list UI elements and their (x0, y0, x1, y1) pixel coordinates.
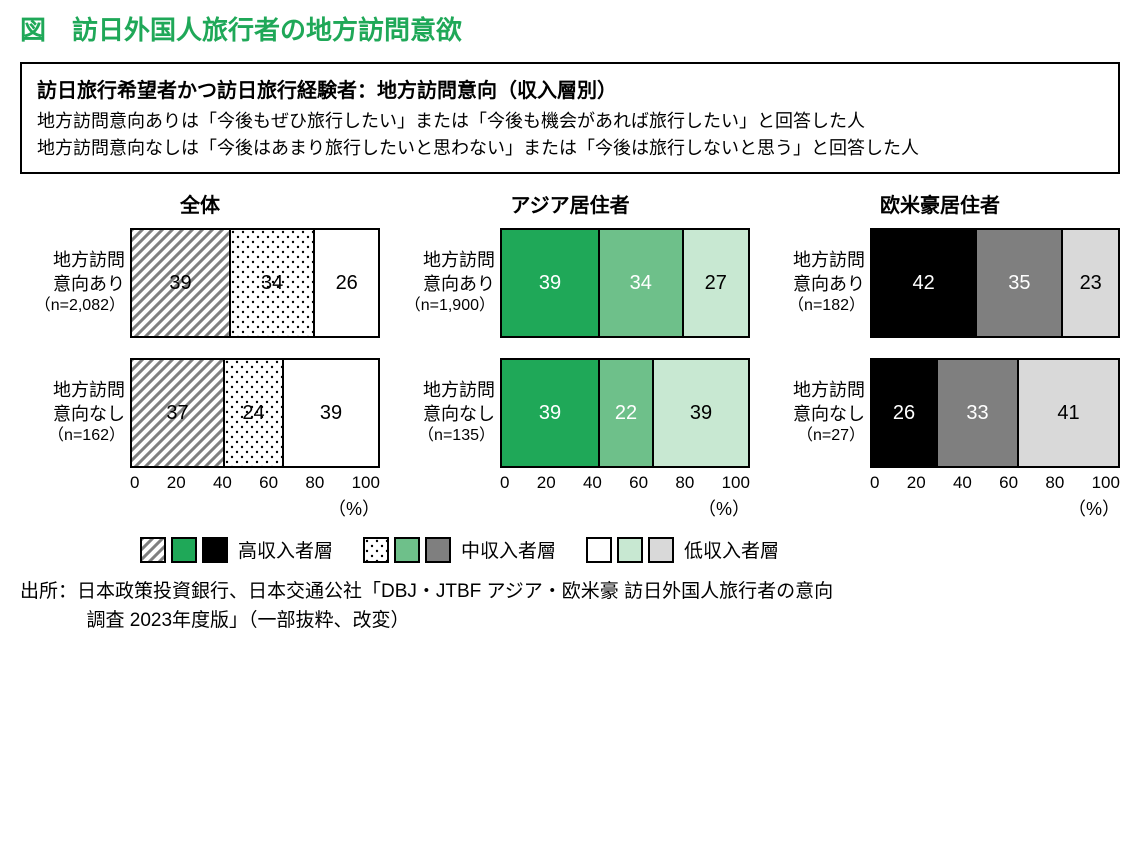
legend-swatch (586, 537, 612, 563)
source-line1: 出所：日本政策投資銀行、日本交通公社「DBJ・JTBF アジア・欧米豪 訪日外国… (20, 581, 833, 602)
bar-segment: 23 (1061, 230, 1118, 336)
axis-tick: 100 (352, 473, 380, 493)
axis-tick: 20 (167, 473, 186, 493)
x-axis: 0 20 40 60 80 100 (20, 473, 380, 493)
bar-segment: 27 (682, 230, 748, 336)
legend-swatch (394, 537, 420, 563)
bar-segment: 42 (872, 230, 975, 336)
legend-item: 低収入者層 (586, 536, 779, 563)
panel-title: アジア居住者 (390, 189, 750, 218)
axis-unit: （%） (760, 495, 1120, 521)
axis-tick: 20 (907, 473, 926, 493)
chart-panel: 全体地方訪問意向あり（n=2,082）393426地方訪問意向なし（n=162）… (20, 189, 380, 521)
row-label: 地方訪問意向なし（n=162） (20, 379, 130, 447)
legend: 高収入者層 中収入者層 低収入者層 (140, 536, 1120, 563)
bar-segment: 34 (598, 230, 682, 336)
axis-tick: 80 (675, 473, 694, 493)
axis-tick: 60 (259, 473, 278, 493)
legend-label: 低収入者層 (684, 536, 779, 563)
panel-title: 欧米豪居住者 (760, 189, 1120, 218)
legend-swatch (363, 537, 389, 563)
bar-segment: 39 (502, 360, 598, 466)
bar-segment: 39 (282, 360, 378, 466)
legend-label: 高収入者層 (238, 536, 333, 563)
chart-row: 地方訪問意向なし（n=135）392239 (390, 358, 750, 468)
info-desc1: 地方訪問意向ありは「今後もぜひ旅行したい」または「今後も機会があれば旅行したい」… (37, 108, 1103, 135)
axis-tick: 100 (722, 473, 750, 493)
bar-segment: 22 (598, 360, 652, 466)
stacked-bar: 263341 (870, 358, 1120, 468)
chart-row: 地方訪問意向あり（n=182）423523 (760, 228, 1120, 338)
bar-segment: 39 (132, 230, 229, 336)
axis-tick: 60 (999, 473, 1018, 493)
stacked-bar: 423523 (870, 228, 1120, 338)
bar-segment: 41 (1017, 360, 1118, 466)
axis-tick: 0 (130, 473, 139, 493)
legend-item: 高収入者層 (140, 536, 333, 563)
axis-tick: 0 (870, 473, 879, 493)
legend-swatch (617, 537, 643, 563)
axis-tick: 80 (1045, 473, 1064, 493)
legend-swatch (140, 537, 166, 563)
bar-segment: 34 (229, 230, 313, 336)
legend-label: 中収入者層 (461, 536, 556, 563)
axis-tick: 0 (500, 473, 509, 493)
chart-row: 地方訪問意向なし（n=162）372439 (20, 358, 380, 468)
axis-tick: 20 (537, 473, 556, 493)
row-label: 地方訪問意向あり（n=1,900） (390, 249, 500, 317)
legend-item: 中収入者層 (363, 536, 556, 563)
bar-segment: 39 (502, 230, 598, 336)
axis-tick: 40 (213, 473, 232, 493)
chart-row: 地方訪問意向なし（n=27）263341 (760, 358, 1120, 468)
chart-panel: アジア居住者地方訪問意向あり（n=1,900）393427地方訪問意向なし（n=… (390, 189, 750, 521)
legend-swatch (648, 537, 674, 563)
x-axis: 0 20 40 60 80 100 (390, 473, 750, 493)
chart-panel: 欧米豪居住者地方訪問意向あり（n=182）423523地方訪問意向なし（n=27… (760, 189, 1120, 521)
row-label: 地方訪問意向なし（n=135） (390, 379, 500, 447)
panel-title: 全体 (20, 189, 380, 218)
axis-tick: 80 (305, 473, 324, 493)
axis-tick: 40 (583, 473, 602, 493)
row-label: 地方訪問意向あり（n=2,082） (20, 249, 130, 317)
chart-title: 図 訪日外国人旅行者の地方訪問意欲 (20, 10, 1120, 47)
stacked-bar: 393427 (500, 228, 750, 338)
bar-segment: 35 (975, 230, 1061, 336)
row-label: 地方訪問意向あり（n=182） (760, 249, 870, 317)
chart-row: 地方訪問意向あり（n=1,900）393427 (390, 228, 750, 338)
bar-segment: 26 (872, 360, 936, 466)
bar-segment: 24 (223, 360, 282, 466)
info-subtitle: 訪日旅行希望者かつ訪日旅行経験者：地方訪問意向（収入層別） (37, 74, 1103, 103)
bar-segment: 37 (132, 360, 223, 466)
info-box: 訪日旅行希望者かつ訪日旅行経験者：地方訪問意向（収入層別） 地方訪問意向ありは「… (20, 62, 1120, 174)
info-desc2: 地方訪問意向なしは「今後はあまり旅行したいと思わない」または「今後は旅行しないと… (37, 135, 1103, 162)
bar-segment: 39 (652, 360, 748, 466)
legend-swatch (171, 537, 197, 563)
x-axis: 0 20 40 60 80 100 (760, 473, 1120, 493)
axis-unit: （%） (390, 495, 750, 521)
bar-segment: 33 (936, 360, 1017, 466)
stacked-bar: 372439 (130, 358, 380, 468)
chart-row: 地方訪問意向あり（n=2,082）393426 (20, 228, 380, 338)
axis-unit: （%） (20, 495, 380, 521)
row-label: 地方訪問意向なし（n=27） (760, 379, 870, 447)
axis-tick: 40 (953, 473, 972, 493)
stacked-bar: 392239 (500, 358, 750, 468)
legend-swatch (425, 537, 451, 563)
source-line2: 調査 2023年度版」（一部抜粋、改変） (20, 607, 1120, 636)
axis-tick: 60 (629, 473, 648, 493)
charts-container: 全体地方訪問意向あり（n=2,082）393426地方訪問意向なし（n=162）… (20, 189, 1120, 521)
legend-swatch (202, 537, 228, 563)
source-citation: 出所：日本政策投資銀行、日本交通公社「DBJ・JTBF アジア・欧米豪 訪日外国… (20, 578, 1120, 635)
axis-tick: 100 (1092, 473, 1120, 493)
bar-segment: 26 (313, 230, 378, 336)
stacked-bar: 393426 (130, 228, 380, 338)
